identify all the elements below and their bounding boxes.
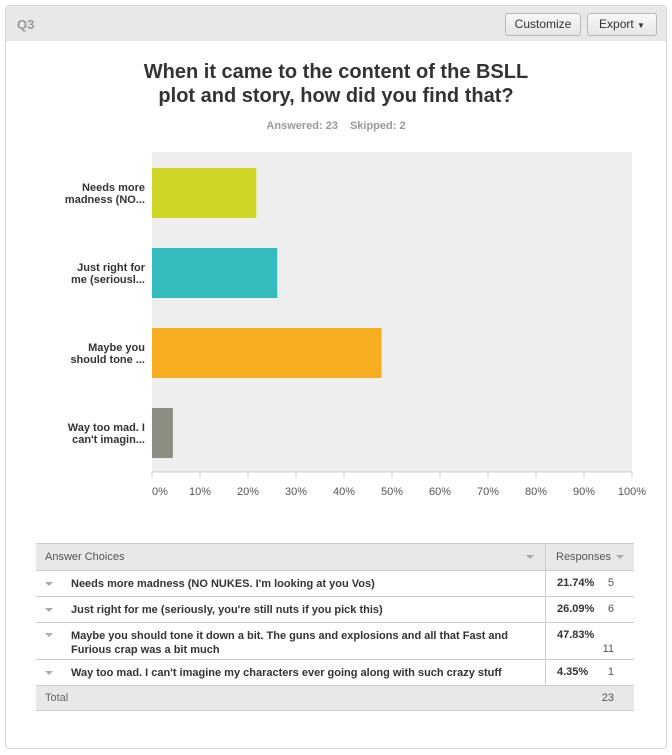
category-label: can't imagin... [72, 434, 145, 446]
bar[interactable] [152, 408, 173, 458]
table-row: Maybe you should tone it down a bit. The… [36, 623, 634, 660]
x-tick-label: 30% [285, 486, 307, 498]
chevron-down-icon: ▼ [637, 21, 645, 30]
choice-cell: Maybe you should tone it down a bit. The… [36, 623, 546, 659]
table-row: Way too mad. I can't imagine my characte… [36, 660, 634, 686]
bar[interactable] [152, 328, 382, 378]
x-tick-label: 70% [477, 486, 499, 498]
choice-cell: Needs more madness (NO NUKES. I'm lookin… [36, 571, 546, 596]
answer-choices-header[interactable]: Answer Choices [36, 544, 546, 570]
choice-cell: Just right for me (seriously, you're sti… [36, 597, 546, 622]
x-tick-label: 10% [189, 486, 211, 498]
customize-button[interactable]: Customize [505, 13, 581, 36]
choice-text: Maybe you should tone it down a bit. The… [71, 630, 508, 656]
total-row: Total 23 [36, 686, 634, 711]
choice-text: Way too mad. I can't imagine my characte… [71, 667, 502, 679]
expand-arrow-icon[interactable] [45, 608, 53, 612]
title-line-2: plot and story, how did you find that? [158, 85, 514, 107]
expand-arrow-icon[interactable] [45, 582, 53, 586]
x-tick-label: 40% [333, 486, 355, 498]
table-header: Answer Choices Responses [36, 544, 634, 571]
question-id: Q3 [17, 17, 35, 32]
table-row: Just right for me (seriously, you're sti… [36, 597, 634, 623]
bar[interactable] [152, 248, 278, 298]
x-tick-label: 100% [618, 486, 646, 498]
card-header: Q3 Customize Export ▼ [6, 6, 666, 41]
bar[interactable] [152, 168, 257, 218]
expand-arrow-icon[interactable] [45, 633, 53, 637]
expand-arrow-icon[interactable] [45, 671, 53, 675]
bar-chart: 0% 10% 20% 30% 40% 50% 60% 70% 80% 90% 100% Needs m… [65, 152, 646, 498]
response-percent: 47.83% [557, 629, 595, 641]
choice-text: Just right for me (seriously, you're sti… [71, 604, 383, 616]
total-count: 23 [601, 692, 614, 704]
response-count: 1 [607, 666, 614, 678]
choice-cell: Way too mad. I can't imagine my characte… [36, 660, 546, 685]
x-tick-label: 80% [525, 486, 547, 498]
x-tick-label: 90% [573, 486, 595, 498]
x-tick-label: 20% [237, 486, 259, 498]
category-label: Needs more [82, 182, 145, 194]
response-count: 6 [607, 603, 614, 615]
category-label: Just right for [77, 262, 146, 274]
x-tick-label: 0% [152, 486, 168, 498]
response-percent: 21.74% [557, 577, 595, 589]
table-row: Needs more madness (NO NUKES. I'm lookin… [36, 571, 634, 597]
export-button[interactable]: Export ▼ [587, 13, 657, 36]
category-label: me (seriousl... [71, 274, 145, 286]
responses-table: Answer Choices Responses Needs more madn… [36, 543, 634, 711]
title-line-1: When it came to the content of the BSLL [143, 61, 529, 83]
total-label: Total [45, 692, 69, 704]
x-tick-label: 60% [429, 486, 451, 498]
response-stats: Answered: 23 Skipped: 2 [0, 120, 672, 132]
response-count: 5 [607, 577, 614, 589]
responses-header[interactable]: Responses [556, 551, 612, 563]
sort-arrow-icon [616, 555, 624, 559]
category-label: should tone ... [70, 354, 145, 366]
export-label: Export [599, 17, 634, 31]
x-tick-label: 50% [381, 486, 403, 498]
category-label: Maybe you [88, 342, 145, 354]
answer-choices-label: Answer Choices [45, 551, 125, 563]
category-label: madness (NO... [65, 194, 145, 206]
response-percent: 26.09% [557, 603, 595, 615]
skipped-count: Skipped: 2 [349, 120, 406, 132]
choice-text: Needs more madness (NO NUKES. I'm lookin… [71, 578, 375, 590]
response-count: 11 [602, 643, 614, 655]
category-label: Way too mad. I [68, 422, 145, 434]
response-percent: 4.35% [557, 666, 589, 678]
chart-title: When it came to the content of the BSLL p… [0, 60, 672, 108]
sort-arrow-icon [526, 555, 534, 559]
answered-count: Answered: 23 [266, 120, 338, 132]
